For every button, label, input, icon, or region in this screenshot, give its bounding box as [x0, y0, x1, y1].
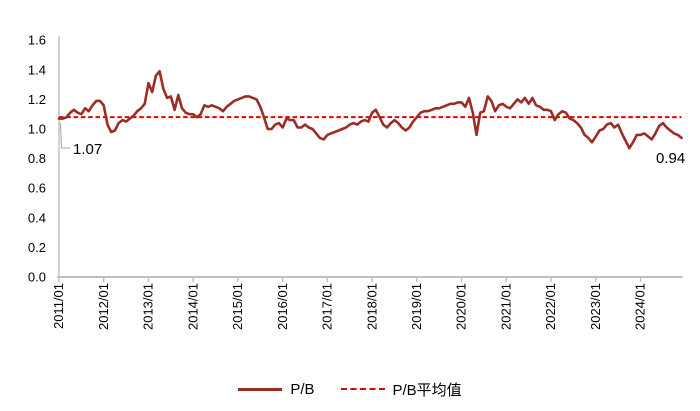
x-tick-label: 2018/01 — [364, 283, 379, 330]
y-tick-label: 1.0 — [28, 122, 46, 137]
y-tick-label: 1.2 — [28, 92, 46, 107]
y-tick-label: 0.0 — [28, 270, 46, 285]
legend-label-pb-mean: P/B平均值 — [392, 381, 462, 399]
chart-legend: P/B P/B平均值 — [0, 379, 700, 399]
y-tick-label: 0.6 — [28, 181, 46, 196]
pb-line-swatch-icon — [238, 387, 283, 391]
y-tick-label: 0.4 — [28, 210, 46, 225]
annotation-last-value: 0.94 — [656, 150, 686, 167]
x-tick-label: 2017/01 — [320, 283, 335, 330]
y-tick-label: 1.4 — [28, 62, 46, 77]
x-tick-label: 2015/01 — [230, 283, 245, 330]
legend-item-pb-mean: P/B平均值 — [340, 379, 462, 400]
x-tick-label: 2021/01 — [498, 283, 513, 330]
y-tick-label: 0.8 — [28, 151, 46, 166]
x-tick-label: 2011/01 — [51, 283, 66, 329]
x-tick-label: 2022/01 — [543, 283, 558, 330]
x-tick-label: 2024/01 — [633, 283, 648, 330]
pb-line-series — [57, 70, 683, 150]
x-tick-label: 2014/01 — [185, 283, 200, 330]
x-tick-label: 2023/01 — [588, 283, 603, 330]
x-tick-label: 2012/01 — [96, 283, 111, 330]
x-tick-label: 2020/01 — [454, 283, 469, 330]
legend-item-pb: P/B — [238, 380, 315, 398]
annotation-first-value: 1.07 — [73, 141, 103, 158]
y-tick-label: 0.2 — [28, 240, 46, 255]
annotation-leader-line — [60, 122, 70, 149]
x-tick-label: 2013/01 — [141, 283, 156, 330]
legend-label-pb: P/B — [290, 380, 315, 398]
x-tick-label: 2019/01 — [409, 283, 424, 330]
y-tick-label: 1.6 — [28, 33, 46, 48]
x-tick-label: 2016/01 — [275, 283, 290, 330]
pb-mean-line-swatch-icon — [340, 388, 385, 390]
